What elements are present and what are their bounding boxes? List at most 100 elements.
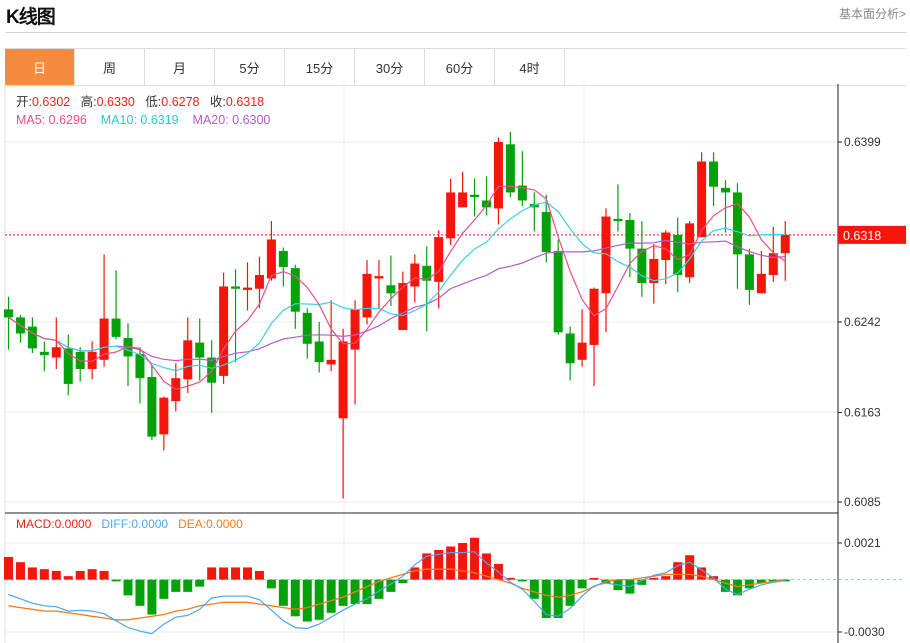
candle-body: [780, 234, 790, 254]
tab-week[interactable]: 周: [75, 49, 145, 85]
candle: [147, 365, 157, 441]
tab-15min[interactable]: 15分: [285, 49, 355, 85]
macd-bar: [470, 537, 480, 580]
macd-bar: [326, 579, 336, 613]
candle-body: [721, 187, 730, 193]
divider: [6, 32, 906, 33]
candle-body: [756, 273, 766, 294]
candle: [458, 171, 468, 208]
macd-bar: [768, 579, 778, 582]
candle: [266, 221, 276, 281]
ohlc-info: 开:0.6302 高:0.6330 低:0.6278 收:0.6318 MA5:…: [16, 93, 270, 129]
price-tick-label: 0.6163: [844, 406, 881, 420]
candle-body: [39, 351, 49, 356]
macd-bar: [697, 567, 707, 580]
macd-bar: [577, 579, 587, 589]
candle-body: [553, 250, 563, 333]
candle-body: [673, 234, 683, 275]
candle-body: [709, 161, 719, 187]
macd-bar: [15, 562, 25, 580]
candle-body: [4, 309, 13, 318]
candle-body: [314, 341, 324, 363]
tab-day[interactable]: 日: [5, 49, 75, 85]
macd-bar: [529, 579, 539, 599]
candle: [195, 318, 205, 381]
candle: [362, 260, 372, 325]
ma20-line: [8, 239, 786, 362]
candle: [39, 341, 49, 372]
macd-bar: [207, 567, 217, 580]
macd-bar: [111, 579, 121, 582]
macd-bar: [386, 579, 396, 592]
candle: [565, 326, 575, 381]
candle-body: [231, 286, 241, 289]
candle-body: [63, 348, 73, 384]
candle-body: [135, 354, 145, 379]
macd-bar: [446, 546, 456, 580]
candle-body: [482, 200, 491, 208]
candle: [661, 230, 671, 285]
candle: [756, 250, 766, 294]
candle: [673, 217, 683, 293]
macd-bar: [183, 579, 193, 592]
candle: [482, 176, 491, 216]
candle-body: [613, 218, 623, 222]
price-tick-label: 0.6399: [844, 135, 881, 149]
macd-bar: [649, 577, 659, 580]
candle: [649, 244, 659, 304]
close-value: 0.6318: [225, 95, 265, 109]
candle-body: [565, 333, 575, 364]
candle: [231, 269, 241, 363]
tab-5min[interactable]: 5分: [215, 49, 285, 85]
candle: [422, 246, 432, 332]
candle: [51, 317, 61, 370]
candle-body: [147, 377, 157, 437]
macd-bar: [661, 576, 671, 580]
macd-bar: [159, 579, 169, 599]
open-label: 开:: [16, 95, 32, 109]
candle-body: [219, 286, 229, 376]
candle: [338, 328, 348, 499]
candle: [350, 300, 360, 405]
current-price-label: 0.6318: [843, 229, 881, 243]
high-label: 高:: [80, 95, 97, 109]
dea-value: DEA:0.0000: [178, 517, 243, 531]
macd-bar: [75, 570, 85, 580]
current-price-badge: [838, 225, 906, 244]
candle-body: [493, 142, 503, 209]
candle: [27, 317, 37, 353]
candle: [159, 396, 169, 451]
candle-body: [458, 192, 468, 208]
candle-body: [446, 192, 456, 239]
tab-30min[interactable]: 30分: [355, 49, 425, 85]
candle-body: [541, 211, 551, 253]
candle: [768, 226, 778, 282]
candle-body: [398, 283, 408, 331]
candle: [541, 194, 551, 263]
tab-month[interactable]: 月: [145, 49, 215, 85]
candle: [780, 221, 790, 281]
ma10-line: [8, 201, 786, 372]
candle-body: [505, 144, 515, 193]
macd-bar: [589, 577, 599, 580]
candle-body: [768, 253, 778, 275]
high-value: 0.6330: [96, 95, 135, 109]
candle: [589, 287, 599, 387]
macd-bar: [553, 579, 563, 619]
candle-body: [195, 342, 205, 358]
candle-body: [744, 254, 754, 290]
candle: [4, 296, 13, 350]
macd-bar: [362, 579, 372, 605]
candle-body: [410, 263, 420, 287]
macd-bar: [422, 553, 432, 580]
candle-body: [243, 287, 252, 290]
fundamental-analysis-link[interactable]: 基本面分析>: [838, 7, 906, 21]
diff-value: DIFF:0.0000: [101, 517, 169, 531]
macd-bar: [254, 570, 264, 580]
candle: [613, 184, 623, 232]
candle-body: [51, 347, 61, 358]
tab-4hour[interactable]: 4时: [495, 49, 565, 85]
tab-60min[interactable]: 60分: [425, 49, 495, 85]
candle: [685, 221, 695, 284]
